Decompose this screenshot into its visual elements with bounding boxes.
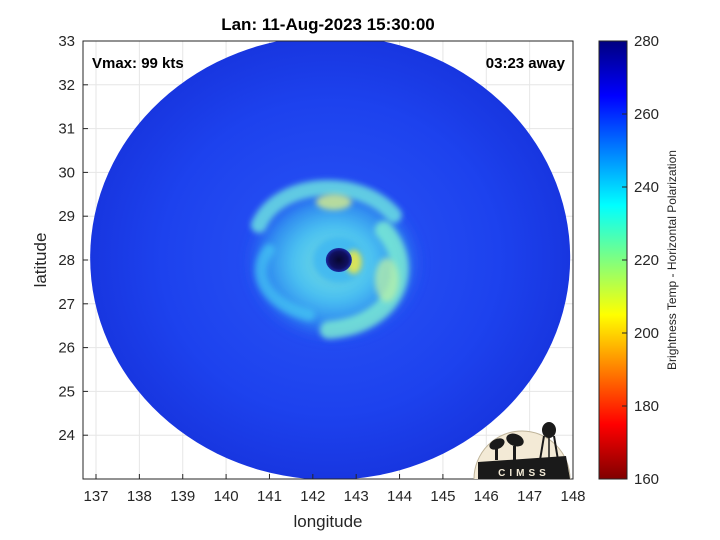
colorbar-tick-label: 280 <box>634 33 659 50</box>
x-tick-label: 137 <box>83 488 108 505</box>
y-tick-label: 33 <box>58 33 75 50</box>
y-axis-ticks: 24 25 26 27 28 29 30 31 32 33 <box>58 33 88 444</box>
y-tick-label: 29 <box>58 208 75 225</box>
y-tick-label: 30 <box>58 164 75 181</box>
x-tick-label: 145 <box>430 488 455 505</box>
x-axis-label: longitude <box>293 512 362 531</box>
y-tick-label: 24 <box>58 427 75 444</box>
time-away-annotation: 03:23 away <box>486 55 566 72</box>
plot-title: Lan: 11-Aug-2023 15:30:00 <box>221 15 435 34</box>
x-tick-label: 143 <box>344 488 369 505</box>
rain-band-north <box>250 179 402 233</box>
convective-patch-north <box>315 194 352 210</box>
x-tick-label: 146 <box>474 488 499 505</box>
y-axis-label: latitude <box>31 233 50 288</box>
cimss-logo: CIMSS <box>473 422 571 480</box>
colorbar-tick-label: 240 <box>634 179 659 196</box>
y-tick-label: 31 <box>58 121 75 138</box>
convective-patch-east <box>374 258 399 302</box>
colorbar-tick-label: 180 <box>634 398 659 415</box>
colorbar: 160 180 200 220 240 260 280 Brightness Temp - … <box>598 33 679 488</box>
x-axis-ticks: 137 138 139 140 141 142 143 144 145 146 147 148 <box>83 474 586 505</box>
x-tick-label: 148 <box>560 488 585 505</box>
colorbar-tick-label: 160 <box>634 471 659 488</box>
x-tick-label: 147 <box>517 488 542 505</box>
vmax-annotation: Vmax: 99 kts <box>92 55 184 72</box>
y-tick-label: 32 <box>58 77 75 94</box>
colorbar-label: Brightness Temp - Horizontal Polarizatio… <box>665 150 679 370</box>
x-tick-label: 140 <box>214 488 239 505</box>
x-tick-label: 139 <box>170 488 195 505</box>
colorbar-tick-label: 220 <box>634 252 659 269</box>
x-tick-label: 138 <box>127 488 152 505</box>
logo-text: CIMSS <box>498 468 550 479</box>
colorbar-tick-label: 260 <box>634 106 659 123</box>
brightness-temp-field <box>90 41 571 479</box>
y-tick-label: 27 <box>58 296 75 313</box>
x-tick-label: 142 <box>300 488 325 505</box>
storm-eye <box>325 248 352 272</box>
storm-structure <box>245 179 422 341</box>
x-tick-label: 141 <box>257 488 282 505</box>
rain-band-west <box>255 244 315 321</box>
colorbar-ticks: 160 180 200 220 240 260 280 <box>622 33 659 488</box>
colorbar-tick-label: 200 <box>634 325 659 342</box>
y-tick-label: 25 <box>58 383 75 400</box>
x-tick-label: 144 <box>387 488 412 505</box>
y-tick-label: 26 <box>58 340 75 357</box>
y-tick-label: 28 <box>58 252 75 269</box>
